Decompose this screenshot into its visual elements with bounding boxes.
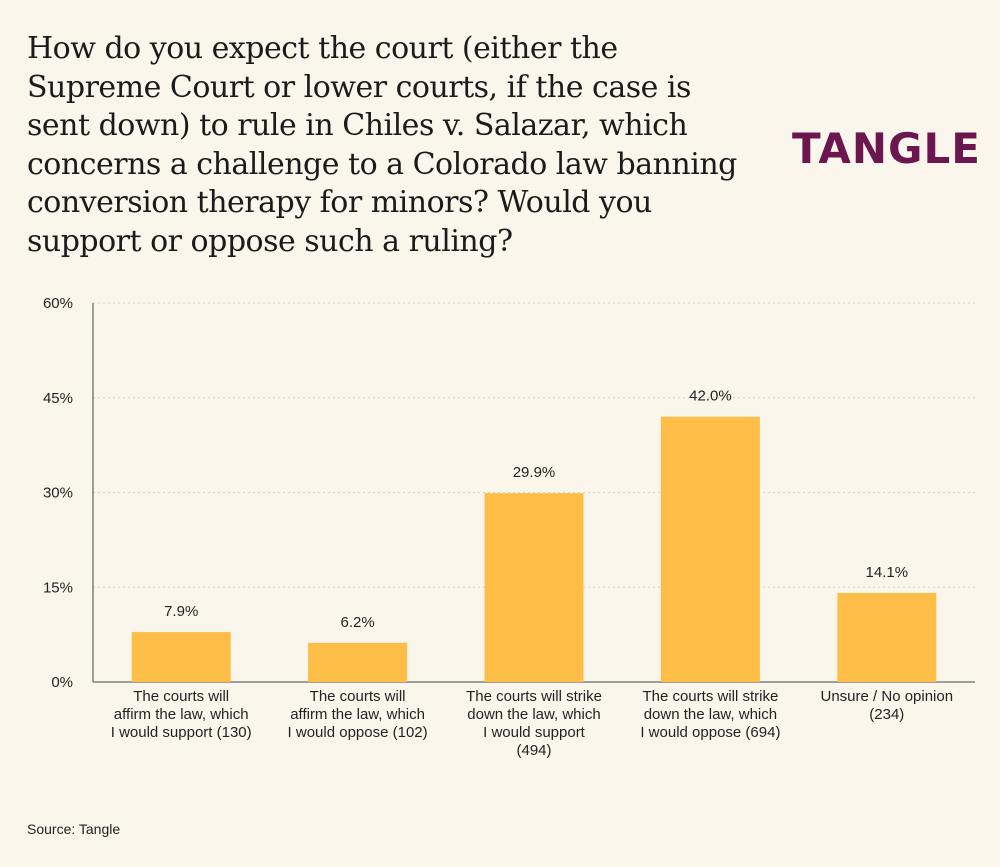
x-category-label-line: (234) <box>869 706 904 723</box>
x-category-label-line: The courts will strike <box>466 688 602 705</box>
source-note: Source: Tangle <box>27 821 121 837</box>
x-category-label: The courts will affirm the law, which I wo… <box>288 688 428 741</box>
x-category-label-line: down the law, which <box>467 706 600 723</box>
bar <box>660 416 760 682</box>
x-category-label-line: down the law, which <box>644 706 777 723</box>
y-tick-label: 30% <box>43 485 73 502</box>
x-category-label-line: The courts will <box>133 688 229 705</box>
x-category-label: Unsure / No opinion (234) <box>821 688 954 723</box>
x-category-label-line: affirm the law, which <box>290 706 425 723</box>
x-category-label-line: (494) <box>516 742 551 759</box>
data-label: 29.9% <box>513 464 556 481</box>
y-tick-label: 0% <box>51 674 73 691</box>
x-category-label: The courts will affirm the law, which I wo… <box>111 688 252 741</box>
data-label: 6.2% <box>340 614 374 631</box>
data-label: 7.9% <box>164 603 198 620</box>
y-tick-label: 15% <box>43 579 73 596</box>
x-category-label-line: I would support (130) <box>111 724 252 741</box>
x-category-label-line: I would oppose (102) <box>288 724 428 741</box>
bars <box>131 416 937 682</box>
bar <box>837 592 937 682</box>
data-label: 42.0% <box>689 388 732 405</box>
bar <box>131 632 231 682</box>
bar <box>308 642 408 682</box>
tangle-logo: TANGLE <box>792 124 981 173</box>
labels: 0%15%30%45%60%7.9%The courts will affirm … <box>43 295 953 759</box>
y-tick-label: 60% <box>43 295 73 312</box>
y-tick-label: 45% <box>43 390 73 407</box>
x-category-label: The courts will strike down the law, whic… <box>640 688 780 741</box>
x-category-label: The courts will strike down the law, whic… <box>466 688 602 759</box>
x-category-label-line: I would oppose (694) <box>640 724 780 741</box>
x-category-label-line: I would support <box>483 724 586 741</box>
data-label: 14.1% <box>866 564 909 581</box>
chart-title: How do you expect the court (either the … <box>27 31 737 259</box>
bar <box>484 493 584 682</box>
x-category-label-line: affirm the law, which <box>114 706 249 723</box>
x-category-label-line: Unsure / No opinion <box>821 688 954 705</box>
x-category-label-line: The courts will <box>310 688 406 705</box>
x-category-label-line: The courts will strike <box>642 688 778 705</box>
